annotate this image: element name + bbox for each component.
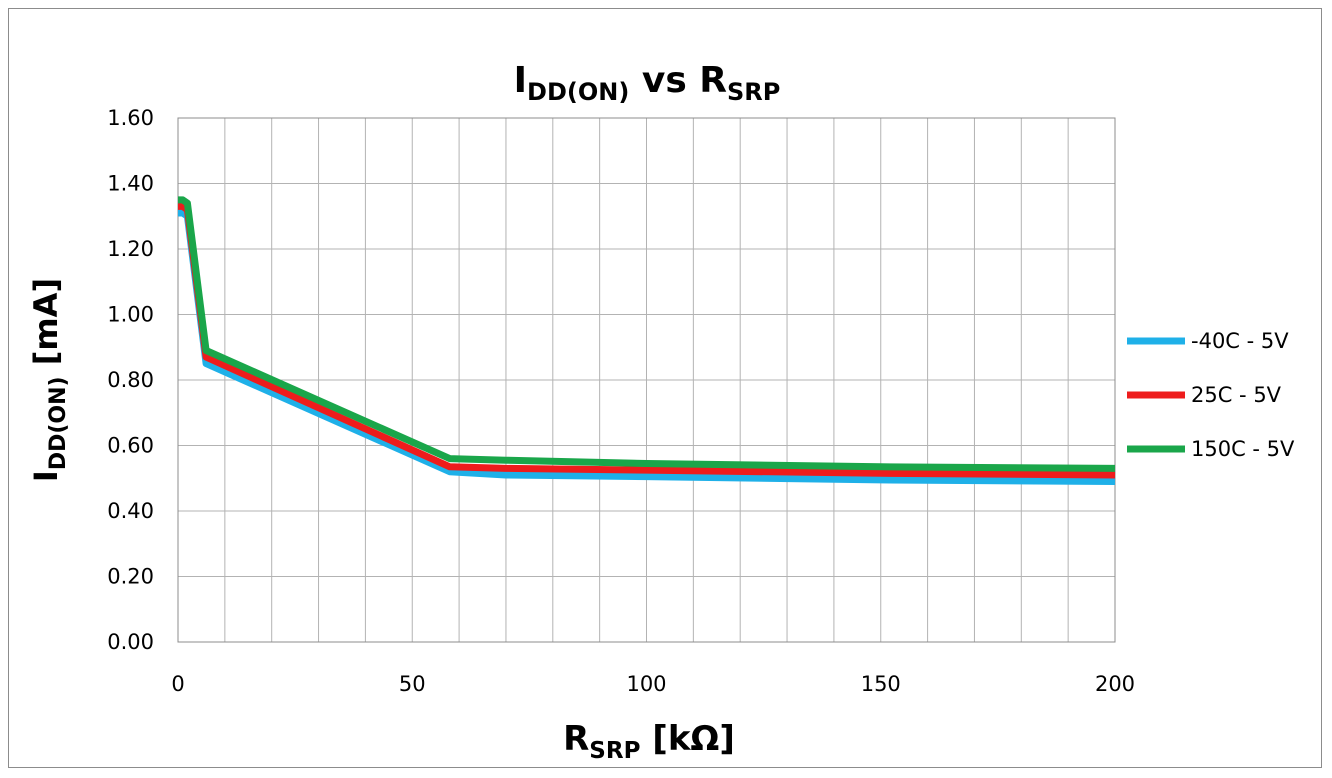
x-tick-label: 100 xyxy=(626,672,666,696)
x-tick-label: 200 xyxy=(1095,672,1135,696)
x-tick-label: 50 xyxy=(399,672,426,696)
y-tick-label: 1.20 xyxy=(107,237,154,261)
legend-label-2: 25C - 5V xyxy=(1191,383,1282,407)
x-label-main: R xyxy=(563,719,589,759)
chart-frame xyxy=(8,8,1322,768)
y-label-main: I xyxy=(27,470,65,482)
x-axis-label: RSRP [kΩ] xyxy=(563,719,735,764)
legend-label-1: -40C - 5V xyxy=(1191,329,1289,353)
y-tick-label: 0.40 xyxy=(107,499,154,523)
y-tick-label: 0.80 xyxy=(107,368,154,392)
y-tick-label: 0.20 xyxy=(107,565,154,589)
series-layer xyxy=(178,196,1116,485)
y-label-sub: DD(ON) xyxy=(46,376,71,470)
y-tick-label: 0.00 xyxy=(107,630,154,654)
x-axis: 0 50 100 150 200 xyxy=(171,672,1135,696)
y-tick-label: 0.60 xyxy=(107,434,154,458)
legend: -40C - 5V 25C - 5V 150C - 5V xyxy=(1127,329,1295,461)
title-mid: vs R xyxy=(629,60,727,101)
x-tick-label: 150 xyxy=(861,672,901,696)
x-label-sub: SRP xyxy=(589,738,640,764)
plot-area xyxy=(177,117,1116,643)
chart-title: IDD(ON) vs RSRP xyxy=(514,60,781,106)
y-axis: 0.00 0.20 0.40 0.60 0.80 1.00 1.20 1.40 1.60 xyxy=(107,106,154,654)
series-line-3 xyxy=(178,196,1116,472)
plot-border xyxy=(177,117,1116,643)
x-tick-label: 0 xyxy=(171,672,184,696)
series-line-2 xyxy=(178,202,1116,479)
y-tick-label: 1.00 xyxy=(107,303,154,327)
title-main-sub: DD(ON) xyxy=(527,78,629,106)
x-label-tail: [kΩ] xyxy=(640,719,734,759)
grid xyxy=(178,117,1115,643)
title-tail-sub: SRP xyxy=(727,78,780,106)
y-tick-label: 1.40 xyxy=(107,172,154,196)
title-main: I xyxy=(514,60,527,101)
y-tick-label: 1.60 xyxy=(107,106,154,130)
y-axis-label: IDD(ON) [mA] xyxy=(27,278,71,482)
y-label-tail: [mA] xyxy=(27,278,65,377)
series-line-1 xyxy=(178,209,1116,485)
legend-label-3: 150C - 5V xyxy=(1191,437,1295,461)
